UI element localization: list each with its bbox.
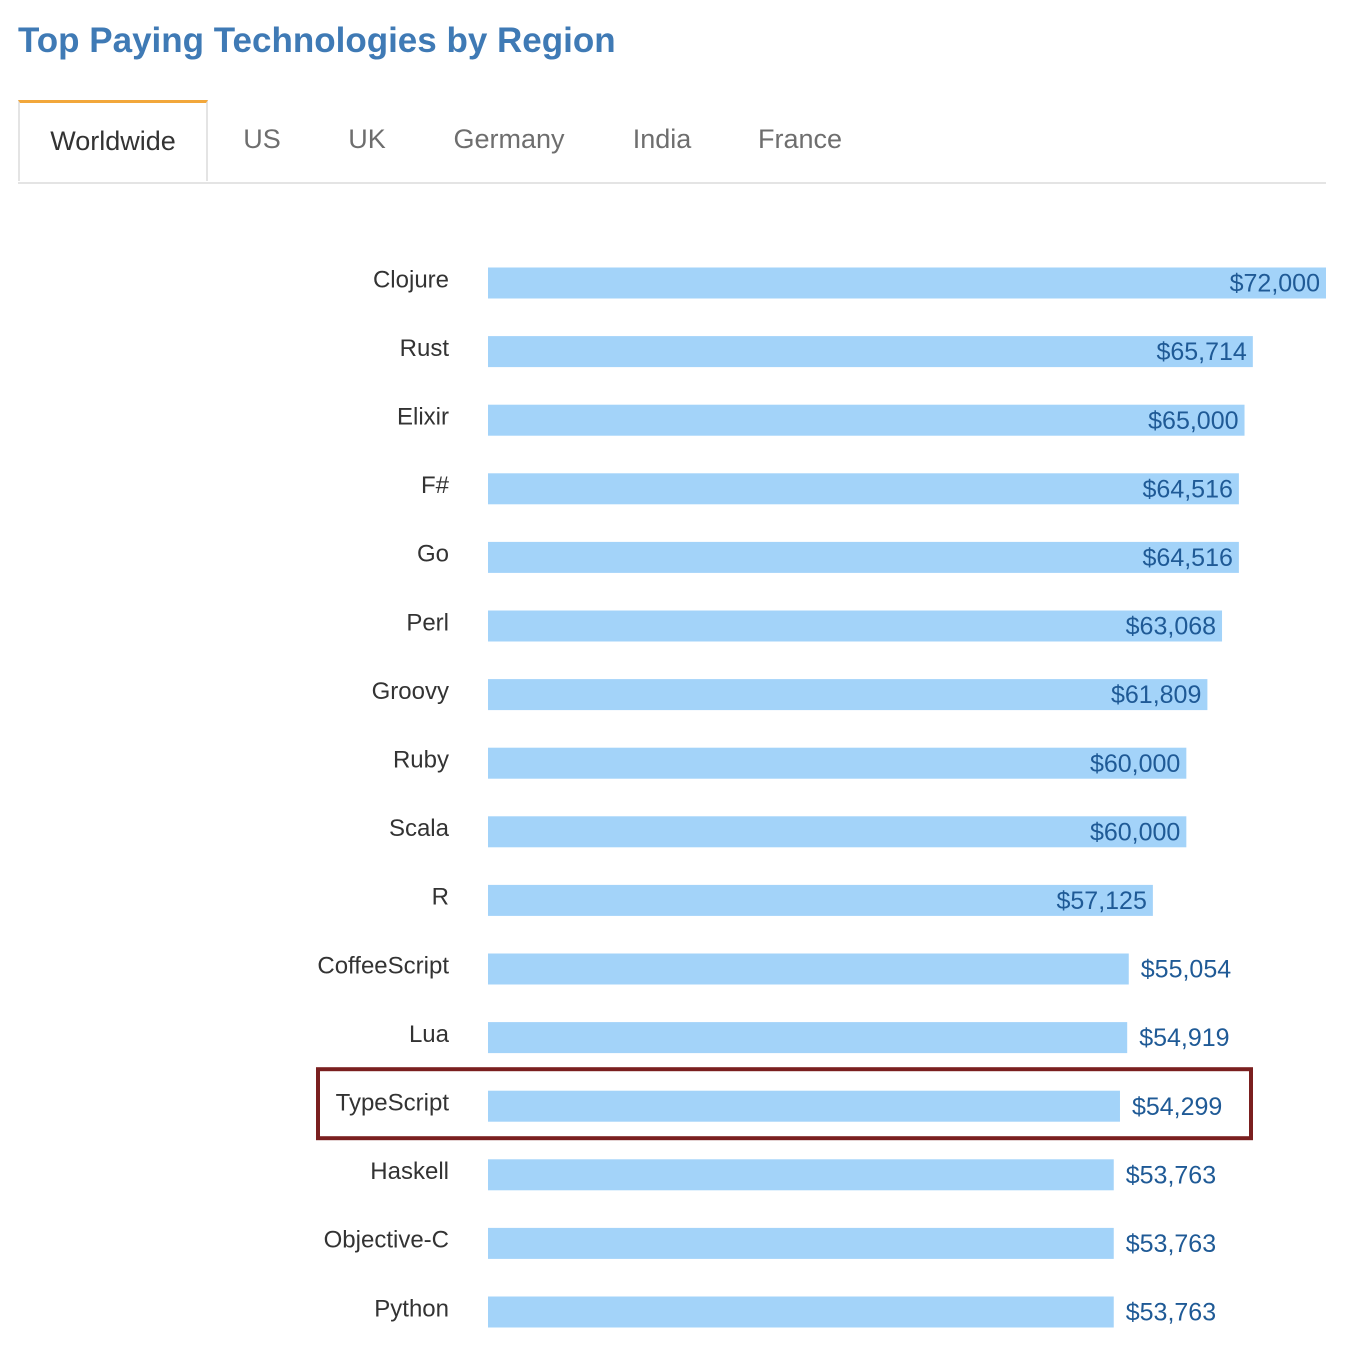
bar-r <box>488 884 1153 916</box>
value-label-scala: $60,000 <box>1090 818 1180 846</box>
bar-lua <box>488 1022 1128 1054</box>
value-label-perl: $63,068 <box>1126 613 1216 641</box>
bar-scala <box>488 816 1187 848</box>
value-label-f-sharp: $64,516 <box>1143 475 1233 503</box>
category-label-f-sharp: F# <box>421 472 450 499</box>
bar-perl <box>488 610 1223 642</box>
value-label-go: $64,516 <box>1143 544 1233 572</box>
bar-coffeescript <box>488 953 1129 985</box>
value-label-rust: $65,714 <box>1156 338 1246 366</box>
value-label-objective-c: $53,763 <box>1126 1230 1216 1258</box>
bar-elixir <box>488 404 1245 436</box>
bar-go <box>488 541 1239 573</box>
bar-haskell <box>488 1159 1114 1191</box>
tab-france[interactable]: France <box>757 124 843 154</box>
tab-uk[interactable]: UK <box>348 124 386 154</box>
value-label-typescript: $54,299 <box>1132 1093 1222 1121</box>
bar-ruby <box>488 747 1187 779</box>
category-label-perl: Perl <box>406 609 449 636</box>
category-label-go: Go <box>417 541 449 568</box>
category-label-groovy: Groovy <box>372 678 449 705</box>
value-label-elixir: $65,000 <box>1148 407 1238 435</box>
bar-rust <box>488 336 1253 368</box>
value-label-groovy: $61,809 <box>1111 681 1201 709</box>
value-label-clojure: $72,000 <box>1230 270 1320 298</box>
bar-typescript <box>488 1090 1120 1122</box>
bar-objective-c <box>488 1227 1114 1259</box>
value-label-python: $53,763 <box>1126 1299 1216 1327</box>
value-label-coffeescript: $55,054 <box>1141 956 1231 984</box>
category-label-haskell: Haskell <box>370 1158 449 1185</box>
value-label-ruby: $60,000 <box>1090 750 1180 778</box>
region-tabs: Worldwide US UK Germany India France <box>18 100 1326 184</box>
category-label-python: Python <box>374 1295 449 1322</box>
page-title: Top Paying Technologies by Region <box>18 21 616 60</box>
tab-us[interactable]: US <box>243 124 281 154</box>
category-label-rust: Rust <box>400 335 450 362</box>
value-label-r: $57,125 <box>1056 887 1146 915</box>
highlight-box-typescript <box>316 1067 1253 1141</box>
bar-clojure <box>488 267 1326 299</box>
tab-india[interactable]: India <box>632 124 692 154</box>
category-label-lua: Lua <box>409 1021 450 1048</box>
tab-germany[interactable]: Germany <box>453 124 565 154</box>
category-label-ruby: Ruby <box>393 747 449 774</box>
bar-groovy <box>488 679 1208 711</box>
category-label-coffeescript: CoffeeScript <box>317 952 449 979</box>
category-label-elixir: Elixir <box>397 404 449 431</box>
tab-worldwide[interactable]: Worldwide <box>18 100 208 181</box>
category-label-objective-c: Objective-C <box>324 1227 449 1254</box>
bar-python <box>488 1296 1114 1328</box>
category-label-r: R <box>432 884 449 911</box>
category-label-scala: Scala <box>389 815 450 842</box>
category-label-typescript: TypeScript <box>336 1090 450 1117</box>
value-label-lua: $54,919 <box>1139 1024 1229 1052</box>
category-label-clojure: Clojure <box>373 266 449 293</box>
bar-f-sharp <box>488 473 1239 505</box>
value-label-haskell: $53,763 <box>1126 1161 1216 1189</box>
